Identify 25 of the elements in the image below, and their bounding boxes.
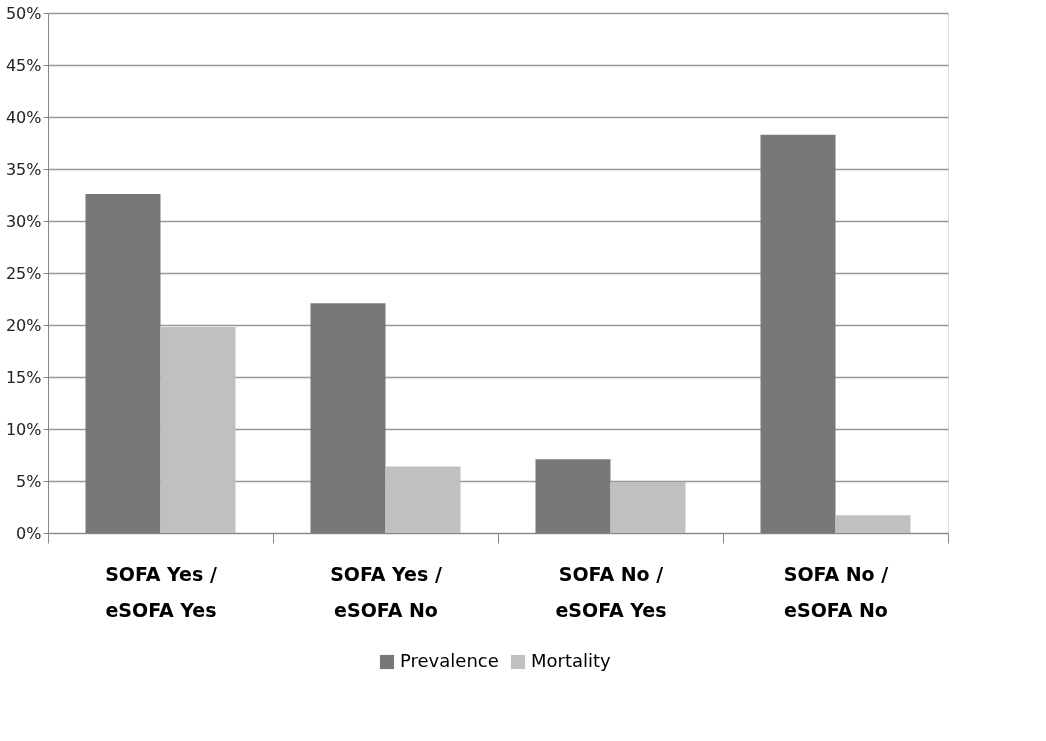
x-tick-label: SOFA No / eSOFA Yes bbox=[555, 562, 667, 621]
x-tick-label: SOFA Yes / eSOFA No bbox=[330, 562, 442, 621]
bar bbox=[85, 193, 161, 533]
y-tick-label: 40% bbox=[5, 107, 42, 127]
y-tick-label: 50% bbox=[5, 3, 42, 23]
y-tick-label: 20% bbox=[5, 315, 42, 335]
bar bbox=[760, 134, 836, 533]
x-tick-label: SOFA No / eSOFA No bbox=[783, 562, 889, 621]
y-tick-label: 45% bbox=[5, 55, 42, 75]
y-tick-label: 0% bbox=[16, 523, 42, 543]
x-tick-label: SOFA Yes / eSOFA Yes bbox=[105, 562, 217, 621]
y-tick-label: 15% bbox=[5, 367, 42, 387]
bar bbox=[160, 327, 236, 533]
y-tick-label: 30% bbox=[5, 211, 42, 231]
bar bbox=[535, 459, 611, 533]
y-tick-label: 10% bbox=[5, 419, 42, 439]
bar bbox=[610, 482, 686, 533]
y-tick-label: 5% bbox=[16, 471, 42, 491]
y-tick-label: 35% bbox=[5, 159, 42, 179]
legend-label: Prevalence bbox=[400, 650, 499, 671]
legend-label: Mortality bbox=[531, 650, 612, 671]
bar bbox=[835, 515, 911, 533]
bar bbox=[385, 466, 461, 533]
y-tick-label: 25% bbox=[5, 263, 42, 283]
bar bbox=[310, 303, 386, 533]
